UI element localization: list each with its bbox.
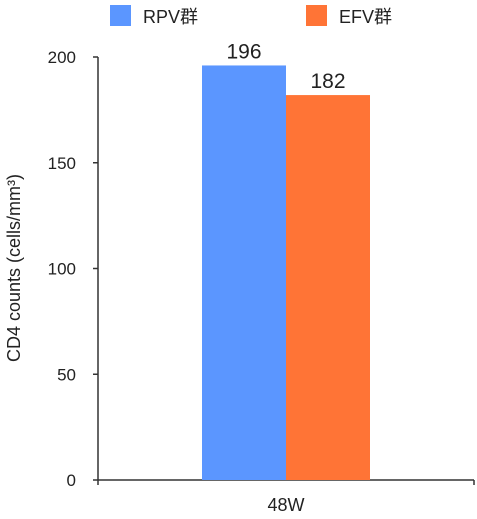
data-label: 196 bbox=[226, 40, 261, 63]
y-tick-label: 100 bbox=[48, 260, 76, 279]
x-axis: 48W bbox=[97, 479, 475, 515]
legend-label: RPV群 bbox=[143, 7, 198, 27]
data-labels: 196 182 bbox=[226, 40, 345, 93]
data-label: 182 bbox=[310, 70, 345, 93]
legend-swatch bbox=[110, 5, 131, 26]
legend-swatch bbox=[306, 5, 327, 26]
legend-label: EFV群 bbox=[339, 7, 392, 27]
bar-efv bbox=[286, 95, 370, 480]
y-axis: 0 50 100 150 200 bbox=[48, 48, 99, 490]
bar-rpv bbox=[202, 65, 286, 481]
y-axis-title: CD4 counts (cells/mm³) bbox=[4, 174, 24, 362]
y-tick-label: 150 bbox=[48, 154, 76, 173]
y-tick-label: 200 bbox=[48, 48, 76, 67]
bars bbox=[202, 65, 370, 481]
y-tick-label: 0 bbox=[67, 471, 76, 490]
legend: RPV群 EFV群 bbox=[110, 5, 392, 27]
y-tick-label: 50 bbox=[57, 365, 76, 384]
x-category-label: 48W bbox=[267, 495, 304, 515]
